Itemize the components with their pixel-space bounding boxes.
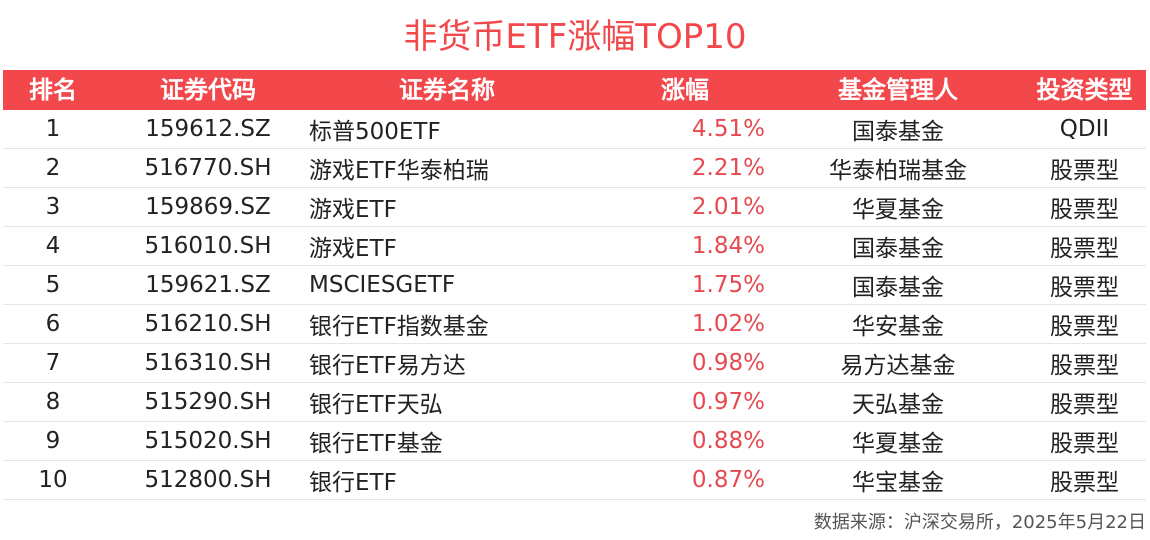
- cell-type: 股票型: [1050, 236, 1119, 262]
- cell-code: 159612.SZ: [145, 116, 271, 142]
- cell-change: 4.51%: [691, 116, 765, 142]
- cell-name: 银行ETF天弘: [309, 392, 443, 418]
- table-row: 5 159621.SZ MSCIESGETF 1.75% 国泰基金 股票型: [3, 266, 1146, 305]
- cell-manager: 国泰基金: [852, 275, 944, 301]
- cell-manager: 天弘基金: [852, 392, 944, 418]
- ranking-table: 排名 证券代码 证券名称 涨幅 基金管理人 投资类型 1 159612.SZ 标…: [3, 70, 1146, 500]
- cell-type: 股票型: [1050, 314, 1119, 340]
- data-source-note: 数据来源：沪深交易所，2025年5月22日: [813, 512, 1146, 533]
- cell-name: 游戏ETF华泰柏瑞: [309, 158, 489, 184]
- cell-code: 159869.SZ: [145, 194, 271, 220]
- header-manager: 基金管理人: [838, 76, 958, 104]
- cell-code: 515290.SH: [144, 389, 272, 415]
- cell-manager: 华宝基金: [852, 470, 944, 496]
- cell-type: 股票型: [1050, 392, 1119, 418]
- cell-code: 512800.SH: [144, 467, 272, 493]
- cell-rank: 3: [45, 194, 61, 220]
- cell-change: 0.88%: [691, 428, 765, 454]
- cell-manager: 华夏基金: [852, 197, 944, 223]
- cell-change: 1.02%: [691, 311, 765, 337]
- cell-code: 159621.SZ: [145, 272, 271, 298]
- cell-name: 游戏ETF: [309, 197, 397, 223]
- cell-manager: 华安基金: [852, 314, 944, 340]
- cell-name: MSCIESGETF: [309, 272, 456, 298]
- cell-type: QDII: [1059, 116, 1110, 142]
- cell-code: 516310.SH: [144, 350, 272, 376]
- header-rank: 排名: [29, 76, 77, 104]
- cell-type: 股票型: [1050, 431, 1119, 457]
- cell-rank: 5: [45, 272, 61, 298]
- table-row: 3 159869.SZ 游戏ETF 2.01% 华夏基金 股票型: [3, 188, 1146, 227]
- cell-code: 515020.SH: [144, 428, 272, 454]
- cell-change: 2.01%: [691, 194, 765, 220]
- header-name: 证券名称: [399, 76, 495, 104]
- cell-rank: 2: [45, 155, 61, 181]
- cell-type: 股票型: [1050, 197, 1119, 223]
- cell-name: 银行ETF易方达: [309, 353, 466, 379]
- table-row: 1 159612.SZ 标普500ETF 4.51% 国泰基金 QDII: [3, 110, 1146, 149]
- cell-change: 1.84%: [691, 233, 765, 259]
- cell-change: 1.75%: [691, 272, 765, 298]
- cell-code: 516770.SH: [144, 155, 272, 181]
- table-row: 10 512800.SH 银行ETF 0.87% 华宝基金 股票型: [3, 461, 1146, 500]
- cell-rank: 7: [45, 350, 61, 376]
- table-row: 4 516010.SH 游戏ETF 1.84% 国泰基金 股票型: [3, 227, 1146, 266]
- cell-change: 2.21%: [691, 155, 765, 181]
- cell-code: 516210.SH: [144, 311, 272, 337]
- cell-code: 516010.SH: [144, 233, 272, 259]
- cell-change: 0.97%: [691, 389, 765, 415]
- cell-name: 银行ETF基金: [309, 431, 443, 457]
- table-row: 8 515290.SH 银行ETF天弘 0.97% 天弘基金 股票型: [3, 383, 1146, 422]
- cell-name: 银行ETF: [309, 470, 397, 496]
- cell-change: 0.98%: [691, 350, 765, 376]
- cell-type: 股票型: [1050, 353, 1119, 379]
- table-row: 2 516770.SH 游戏ETF华泰柏瑞 2.21% 华泰柏瑞基金 股票型: [3, 149, 1146, 188]
- header-change: 涨幅: [661, 76, 709, 104]
- cell-change: 0.87%: [691, 467, 765, 493]
- table-row: 9 515020.SH 银行ETF基金 0.88% 华夏基金 股票型: [3, 422, 1146, 461]
- table-row: 6 516210.SH 银行ETF指数基金 1.02% 华安基金 股票型: [3, 305, 1146, 344]
- cell-name: 银行ETF指数基金: [309, 314, 489, 340]
- cell-rank: 10: [38, 467, 68, 493]
- cell-type: 股票型: [1050, 275, 1119, 301]
- cell-rank: 8: [45, 389, 61, 415]
- cell-rank: 9: [45, 428, 61, 454]
- table-row: 7 516310.SH 银行ETF易方达 0.98% 易方达基金 股票型: [3, 344, 1146, 383]
- cell-name: 游戏ETF: [309, 236, 397, 262]
- cell-type: 股票型: [1050, 158, 1119, 184]
- page-title: 非货币ETF涨幅TOP10: [403, 17, 747, 57]
- cell-rank: 4: [45, 233, 61, 259]
- cell-manager: 华夏基金: [852, 431, 944, 457]
- cell-name: 标普500ETF: [309, 119, 441, 145]
- cell-type: 股票型: [1050, 470, 1119, 496]
- cell-manager: 易方达基金: [840, 353, 956, 379]
- cell-manager: 华泰柏瑞基金: [829, 158, 967, 184]
- cell-manager: 国泰基金: [852, 119, 944, 145]
- header-type: 投资类型: [1036, 76, 1133, 104]
- header-code: 证券代码: [160, 76, 256, 104]
- cell-rank: 1: [45, 116, 61, 142]
- table-header: 排名 证券代码 证券名称 涨幅 基金管理人 投资类型: [3, 70, 1146, 110]
- cell-rank: 6: [45, 311, 61, 337]
- cell-manager: 国泰基金: [852, 236, 944, 262]
